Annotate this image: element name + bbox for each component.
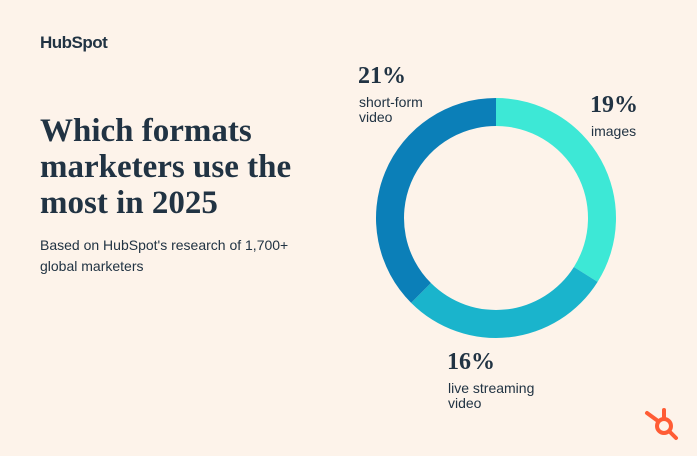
value-label: 19% <box>590 92 638 118</box>
value-label: 16% <box>447 349 495 375</box>
donut-slice <box>411 266 598 339</box>
category-label: live streaming video <box>448 380 535 411</box>
category-label: images <box>591 123 637 139</box>
category-label: short-form video <box>359 94 423 125</box>
chart-subtitle: Based on HubSpot's research of 1,700+ gl… <box>40 237 289 274</box>
value-label: 21% <box>358 63 406 89</box>
sprocket-icon <box>645 408 678 440</box>
logo: HubSpot <box>40 33 108 52</box>
donut-slice <box>496 98 617 282</box>
donut-slice <box>375 98 496 303</box>
chart-title: Which formats marketers use the most in … <box>40 113 292 221</box>
